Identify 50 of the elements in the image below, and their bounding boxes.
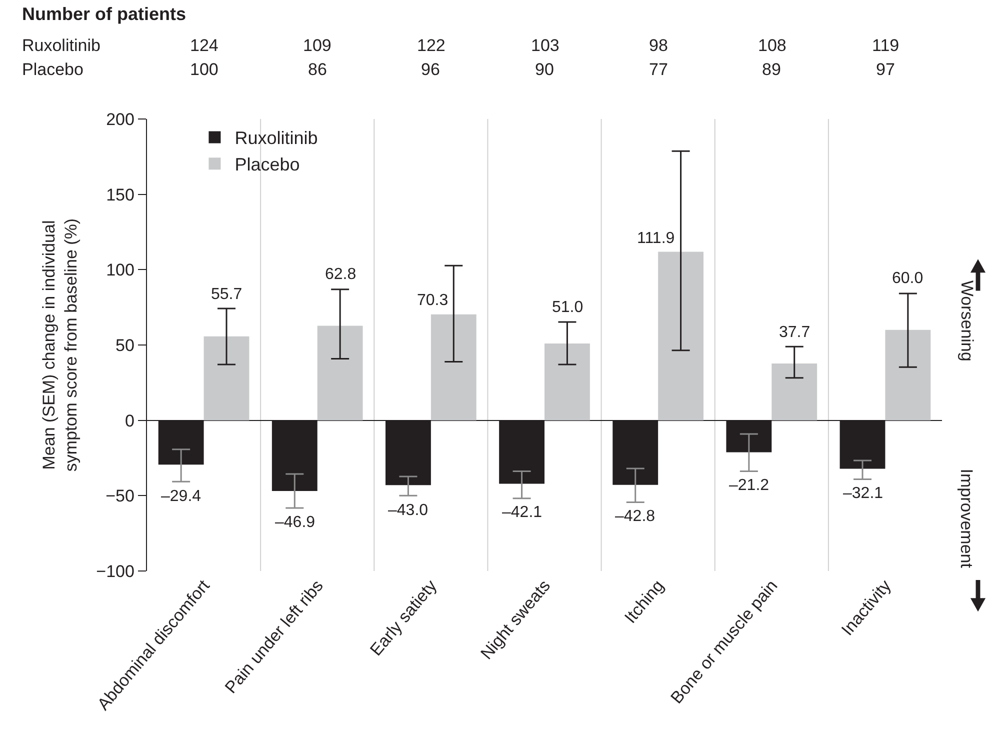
text: Worsening xyxy=(957,280,976,362)
text: 96 xyxy=(421,60,440,79)
text: 100 xyxy=(190,60,218,79)
bar xyxy=(317,326,363,420)
y-tick-label: −50 xyxy=(106,486,134,506)
text: 89 xyxy=(762,60,781,79)
text: Improvement xyxy=(956,468,976,568)
data-label: –43.0 xyxy=(388,502,428,519)
data-label: –32.1 xyxy=(843,485,884,502)
y-tick-label: 0 xyxy=(124,411,134,430)
data-label: 51.0 xyxy=(552,299,584,316)
text: 119 xyxy=(872,36,900,55)
text: 90 xyxy=(535,60,554,79)
text: 108 xyxy=(758,36,786,55)
legend-label: Ruxolitinib xyxy=(234,128,318,148)
text: 103 xyxy=(531,36,560,55)
text: 122 xyxy=(417,36,446,55)
data-label: 62.8 xyxy=(325,266,356,283)
text: 97 xyxy=(876,60,895,79)
y-axis-title: Mean (SEM) change in individual symptom score from baseline (%) xyxy=(40,218,81,472)
data-label: 55.7 xyxy=(211,286,242,303)
data-label: 111.9 xyxy=(637,230,675,247)
bar xyxy=(772,364,818,420)
data-label: –46.9 xyxy=(275,514,316,531)
data-label: –42.1 xyxy=(502,504,542,521)
bar xyxy=(658,252,704,420)
text: 109 xyxy=(303,36,332,55)
text: 86 xyxy=(308,60,327,79)
data-label: 37.7 xyxy=(779,324,810,341)
y-tick-label: 100 xyxy=(106,260,134,280)
y-tick-label: −100 xyxy=(96,562,134,581)
bar xyxy=(204,336,250,420)
text: Ruxolitinib xyxy=(22,36,100,55)
y-tick-label: 200 xyxy=(106,110,134,129)
legend-label: Placebo xyxy=(234,154,300,175)
data-label: –21.2 xyxy=(729,477,770,494)
text: 124 xyxy=(190,36,218,55)
data-label: 70.3 xyxy=(417,292,448,309)
text: 77 xyxy=(649,60,668,79)
y-tick-label: 150 xyxy=(106,185,134,204)
text: Placebo xyxy=(22,60,84,79)
bar xyxy=(430,314,476,420)
data-label: –42.8 xyxy=(615,508,656,525)
text: 98 xyxy=(649,36,668,55)
data-label: 60.0 xyxy=(892,270,924,287)
y-tick-label: 50 xyxy=(116,336,134,355)
text: Number of patients xyxy=(22,4,186,24)
bar xyxy=(885,330,931,420)
data-label: –29.4 xyxy=(161,488,202,505)
bar xyxy=(544,343,590,420)
